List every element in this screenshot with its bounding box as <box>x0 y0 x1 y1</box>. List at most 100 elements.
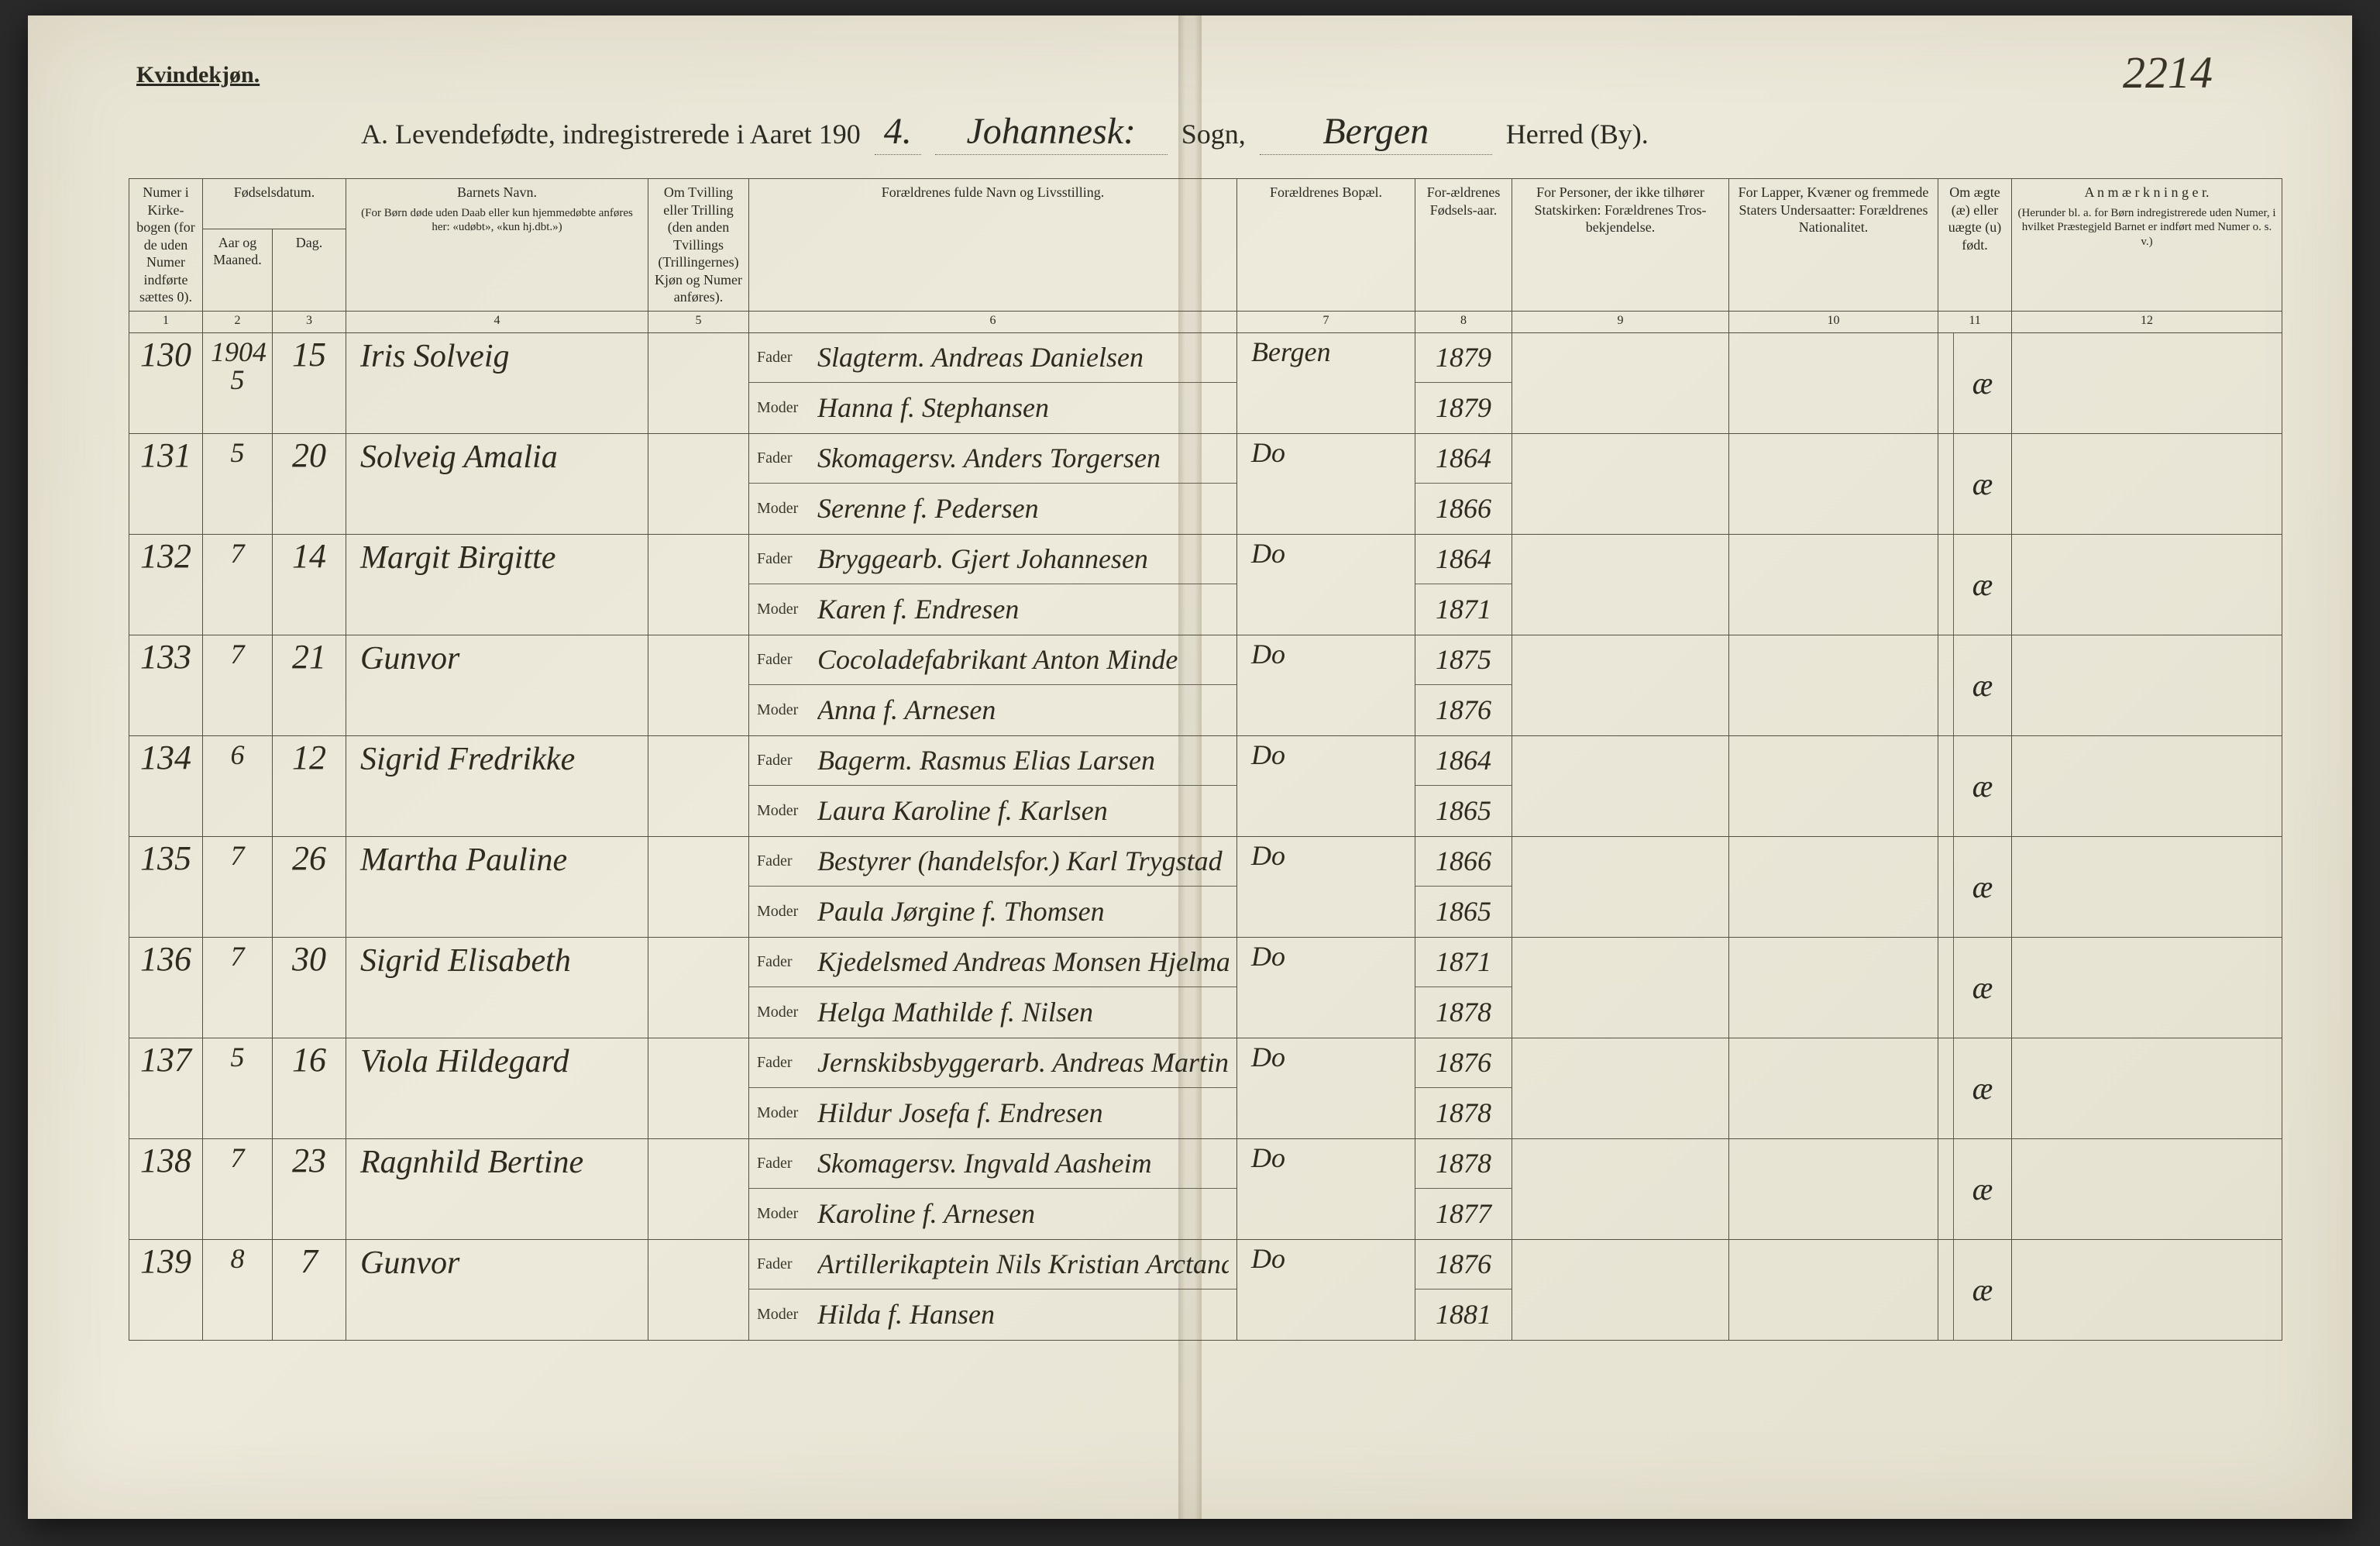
legitimacy-gutter <box>1938 837 1954 937</box>
cell-twin <box>648 433 749 534</box>
cell-confession <box>1512 1138 1729 1239</box>
cell-num: 132 <box>129 534 203 635</box>
mother-line: Moder Anna f. Arnesen <box>749 685 1236 735</box>
cell-remarks <box>2012 937 2282 1038</box>
cell-day: 14 <box>273 534 346 635</box>
col-header: For Lapper, Kvæner og fremmede Staters U… <box>1729 179 1938 312</box>
cell-legitimacy: æ <box>1938 1138 2012 1239</box>
cell-parents: Fader Kjedelsmed Andreas Monsen Hjelmaas… <box>749 937 1237 1038</box>
cell-year-month: 7 <box>203 635 273 735</box>
cell-parent-years: 1875 1876 <box>1415 635 1512 735</box>
father-year: 1875 <box>1415 635 1512 686</box>
mother-value: Hanna f. Stephansen <box>817 391 1049 424</box>
col-header: Numer i Kirke-bogen (for de uden Numer i… <box>129 179 203 312</box>
cell-legitimacy: æ <box>1938 735 2012 836</box>
col-number: 8 <box>1415 311 1512 332</box>
table-row: 137516Viola Hildegard Fader Jernskibsbyg… <box>129 1038 2282 1138</box>
mother-value: Karen f. Endresen <box>817 593 1019 625</box>
mother-year: 1877 <box>1415 1189 1512 1239</box>
father-value: Cocoladefabrikant Anton Minde <box>817 643 1178 676</box>
col-number: 3 <box>273 311 346 332</box>
cell-nationality <box>1729 433 1938 534</box>
cell-bopel: Bergen <box>1237 332 1415 433</box>
cell-confession <box>1512 433 1729 534</box>
cell-nationality <box>1729 1138 1938 1239</box>
mother-line: Moder Karoline f. Arnesen <box>749 1189 1236 1239</box>
father-line: Fader Kjedelsmed Andreas Monsen Hjelmaas <box>749 938 1236 988</box>
cell-num: 135 <box>129 836 203 937</box>
col-header-line: (Herunder bl. a. for Børn indregistrered… <box>2017 206 2277 250</box>
col-header: For-ældrenes Fødsels-aar. <box>1415 179 1512 312</box>
cell-remarks <box>2012 1239 2282 1340</box>
cell-bopel: Do <box>1237 836 1415 937</box>
legitimacy-mark: æ <box>1954 938 2011 1038</box>
mother-year: 1878 <box>1415 987 1512 1038</box>
register-page: 2214 Kvindekjøn. A. Levendefødte, indreg… <box>28 15 2352 1519</box>
cell-year-month: 7 <box>203 534 273 635</box>
mother-line: Moder Karen f. Endresen <box>749 584 1236 635</box>
father-line: Fader Bagerm. Rasmus Elias Larsen <box>749 736 1236 787</box>
father-year: 1864 <box>1415 434 1512 484</box>
mother-tag: Moder <box>757 1104 807 1122</box>
herred-label: Herred (By). <box>1506 118 1649 150</box>
father-tag: Fader <box>757 1155 807 1172</box>
father-year: 1864 <box>1415 736 1512 787</box>
table-row: 131520Solveig Amalia Fader Skomagersv. A… <box>129 433 2282 534</box>
title-prefix: A. Levendefødte, indregistrerede i Aaret… <box>361 118 861 150</box>
cell-child-name: Gunvor <box>346 635 648 735</box>
mother-year: 1879 <box>1415 383 1512 433</box>
cell-confession <box>1512 836 1729 937</box>
legitimacy-gutter <box>1938 635 1954 735</box>
father-tag: Fader <box>757 550 807 568</box>
col-header: A n m æ r k n i n g e r. (Herunder bl. a… <box>2012 179 2282 312</box>
cell-day: 21 <box>273 635 346 735</box>
mother-line: Moder Paula Jørgine f. Thomsen <box>749 887 1236 937</box>
cell-confession <box>1512 937 1729 1038</box>
cell-confession <box>1512 332 1729 433</box>
mother-value: Helga Mathilde f. Nilsen <box>817 996 1093 1028</box>
father-year: 1871 <box>1415 938 1512 988</box>
table-row: 135726Martha Pauline Fader Bestyrer (han… <box>129 836 2282 937</box>
cell-nationality <box>1729 836 1938 937</box>
father-year: 1876 <box>1415 1038 1512 1089</box>
father-year: 1879 <box>1415 333 1512 384</box>
col-number: 12 <box>2012 311 2282 332</box>
mother-year: 1865 <box>1415 887 1512 937</box>
legitimacy-gutter <box>1938 333 1954 433</box>
mother-value: Karoline f. Arnesen <box>817 1197 1035 1230</box>
legitimacy-gutter <box>1938 736 1954 836</box>
cell-bopel: Do <box>1237 635 1415 735</box>
cell-num: 131 <box>129 433 203 534</box>
page-number-handwritten: 2214 <box>2123 46 2213 98</box>
legitimacy-mark: æ <box>1954 1038 2011 1138</box>
register-table: Numer i Kirke-bogen (for de uden Numer i… <box>129 178 2282 1341</box>
cell-twin <box>648 1138 749 1239</box>
cell-day: 23 <box>273 1138 346 1239</box>
col-number: 7 <box>1237 311 1415 332</box>
mother-tag: Moder <box>757 903 807 921</box>
father-year: 1866 <box>1415 837 1512 887</box>
col-header: Fødselsdatum. <box>203 179 346 229</box>
cell-bopel: Do <box>1237 937 1415 1038</box>
cell-legitimacy: æ <box>1938 534 2012 635</box>
father-year: 1878 <box>1415 1139 1512 1190</box>
col-header: Om Tvilling eller Trilling (den anden Tv… <box>648 179 749 312</box>
mother-year: 1881 <box>1415 1289 1512 1340</box>
mother-line: Moder Hildur Josefa f. Endresen <box>749 1088 1236 1138</box>
cell-parents: Fader Cocoladefabrikant Anton Minde Mode… <box>749 635 1237 735</box>
mother-tag: Moder <box>757 500 807 518</box>
cell-child-name: Solveig Amalia <box>346 433 648 534</box>
father-value: Jernskibsbyggerarb. Andreas Martin Ander… <box>817 1046 1229 1079</box>
mother-year: 1871 <box>1415 584 1512 635</box>
father-value: Artillerikaptein Nils Kristian Arctander <box>817 1248 1229 1280</box>
col-number: 5 <box>648 311 749 332</box>
cell-twin <box>648 332 749 433</box>
cell-nationality <box>1729 534 1938 635</box>
title-year-suffix: 4. <box>875 110 921 155</box>
col-header: Forældrenes fulde Navn og Livsstilling. <box>749 179 1237 312</box>
cell-day: 30 <box>273 937 346 1038</box>
col-number: 4 <box>346 311 648 332</box>
col-header: For Personer, der ikke tilhører Statskir… <box>1512 179 1729 312</box>
legitimacy-gutter <box>1938 1240 1954 1340</box>
cell-legitimacy: æ <box>1938 635 2012 735</box>
